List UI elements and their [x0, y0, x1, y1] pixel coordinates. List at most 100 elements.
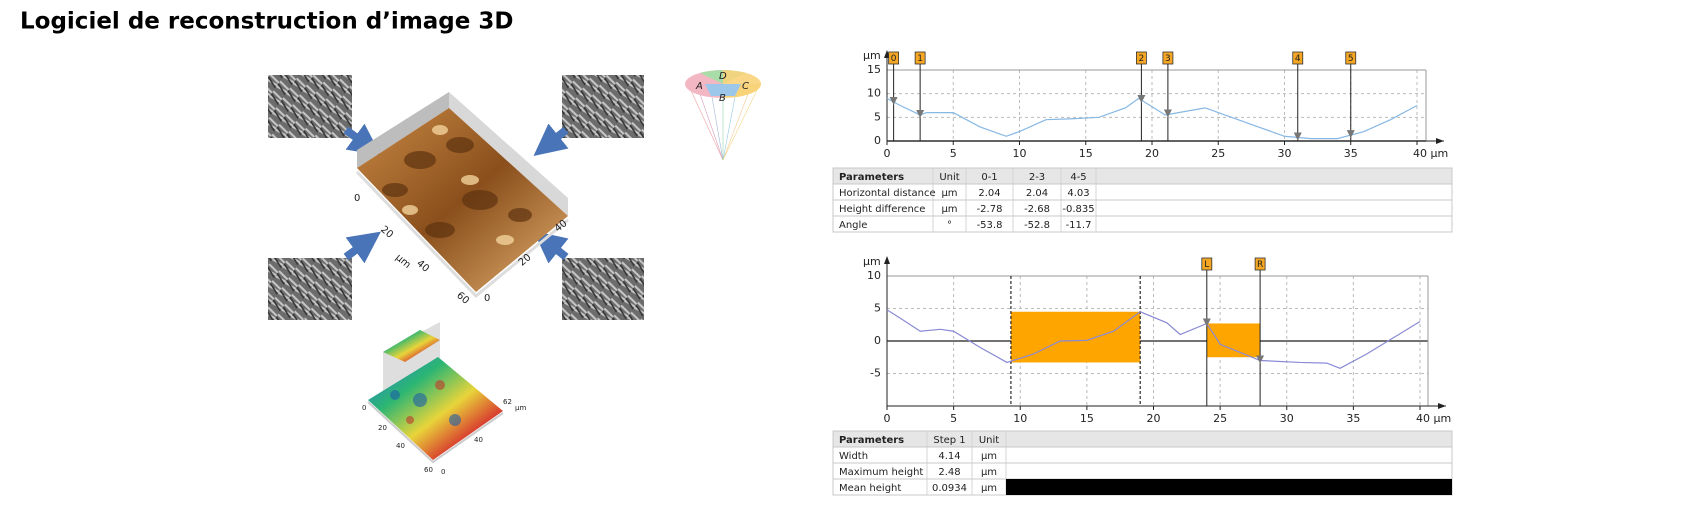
- table-cell: -11.7: [1066, 220, 1092, 231]
- axis-label: µm: [393, 252, 412, 271]
- surface-3d-small: [367, 322, 504, 464]
- axis-labels: 0 20 40 60 0 40 62 µm: [362, 398, 526, 476]
- cursor-flag: [1201, 257, 1213, 271]
- table-row: [832, 215, 1453, 233]
- cone-label: B: [719, 93, 726, 104]
- x-tick-label: 0: [884, 412, 891, 425]
- table-header-row: [832, 430, 1453, 448]
- y-unit: µm: [863, 255, 881, 268]
- table-header: Parameters: [839, 435, 904, 446]
- table-row: [832, 462, 1453, 480]
- table-cell: -52.8: [1024, 220, 1050, 231]
- cone-label: C: [742, 81, 749, 92]
- x-tick-label: 25: [1211, 147, 1225, 160]
- axis-label: 20: [378, 224, 395, 241]
- axis-label: 0: [362, 404, 366, 412]
- profile-chart: -5 0 5 10 0 5 10 15 20 25 30 35 40 µm µm L R: [863, 255, 1451, 425]
- x-tick-label: 5: [950, 412, 957, 425]
- profile-chart: 0 5 10 15 0 5 10 15 20 25 30 35 40 µm µm 0 1 2 3 4 5: [863, 49, 1448, 160]
- table-cell: -53.8: [977, 220, 1003, 231]
- x-tick-label: 10: [1013, 147, 1027, 160]
- cursor-arrow: [916, 109, 925, 118]
- axis-label: 0: [354, 193, 360, 204]
- table-cell: µm: [981, 451, 997, 462]
- cursor-arrow: [1346, 130, 1355, 139]
- profile-line: [886, 309, 1421, 369]
- cursor-label: L: [1204, 260, 1209, 270]
- page-title: Logiciel de reconstruction d’image 3D: [20, 9, 513, 35]
- y-tick-label: -5: [870, 367, 881, 380]
- table-cell: 0.0934: [932, 483, 967, 494]
- y-tick-label: 5: [874, 302, 881, 315]
- cursor-arrow: [1202, 318, 1211, 327]
- table-header: Unit: [939, 172, 959, 183]
- y-unit: µm: [863, 49, 881, 62]
- axis-label: 60: [454, 290, 471, 307]
- cursor-label: R: [1257, 260, 1263, 270]
- table-cell: 4.14: [938, 451, 960, 462]
- x-tick-label: 30: [1278, 147, 1292, 160]
- y-tick-label: 0: [874, 134, 881, 147]
- table-header: Parameters: [839, 172, 904, 183]
- x-tick-label: 20: [1145, 147, 1159, 160]
- cursor-label: 4: [1295, 54, 1301, 64]
- cone-label: D: [719, 71, 727, 82]
- table-cell: -2.68: [1024, 204, 1050, 215]
- table-cell: 4.03: [1067, 188, 1089, 199]
- arrows: [343, 123, 569, 264]
- cone-label: A: [695, 81, 703, 92]
- step-region: [1206, 323, 1261, 358]
- x-tick-label: 40 µm: [1413, 147, 1448, 160]
- cursor-label: 1: [917, 54, 923, 64]
- table-cell: Width: [839, 451, 868, 462]
- cursor-arrow: [1163, 109, 1172, 118]
- cursor-flag: [914, 51, 926, 65]
- x-tick-label: 20: [1147, 412, 1161, 425]
- cursor-flag: [1136, 51, 1147, 65]
- table-header: 2-3: [1029, 172, 1045, 183]
- table-header: Step 1: [933, 435, 965, 446]
- y-tick-label: 15: [867, 63, 881, 76]
- x-tick-label: 0: [884, 147, 891, 160]
- sem-image: [268, 75, 352, 138]
- cursor-flag: [1345, 51, 1357, 65]
- table-cell: µm: [941, 204, 957, 215]
- axis-label: 62: [503, 398, 512, 406]
- axis-label: 0: [484, 293, 490, 304]
- y-tick-label: 5: [874, 110, 881, 123]
- cone: A D C B: [685, 70, 761, 161]
- axis-label: 60: [424, 466, 433, 474]
- cursor-arrow: [889, 96, 898, 105]
- table-cell: 2.48: [938, 467, 960, 478]
- table-header: Unit: [979, 435, 999, 446]
- table-header-row: [832, 167, 1453, 185]
- table-cell: Mean height: [839, 483, 901, 494]
- cursor-flag: [1254, 257, 1266, 271]
- table-cell: Angle: [839, 220, 867, 231]
- cursor-label: 2: [1139, 54, 1145, 64]
- table-cell: Maximum height: [839, 467, 923, 478]
- table-cell: 2.04: [1026, 188, 1048, 199]
- x-axis-arrow: [1438, 403, 1446, 409]
- table-row: [832, 199, 1453, 217]
- table-cell: µm: [981, 467, 997, 478]
- table-cell: µm: [981, 483, 997, 494]
- cursor-flag: [1162, 51, 1174, 65]
- x-tick-label: 25: [1213, 412, 1227, 425]
- axis-label: 0: [441, 468, 445, 476]
- x-tick-label: 40 µm: [1416, 412, 1451, 425]
- table-cell: µm: [941, 188, 957, 199]
- table-cell: -0.835: [1062, 204, 1094, 215]
- cursor-arrow: [1256, 355, 1265, 364]
- table-cell: °: [947, 220, 952, 231]
- y-tick-label: 10: [867, 87, 881, 100]
- parameter-table: Parameters Unit 0-1 2-3 4-5 Horizontal distan…: [832, 167, 1453, 233]
- table-cell: Horizontal distance: [839, 188, 936, 199]
- axis-label: µm: [515, 404, 526, 412]
- table-header: 4-5: [1070, 172, 1086, 183]
- y-tick-label: 0: [874, 334, 881, 347]
- sem-image: [268, 258, 352, 320]
- profile-line: [886, 97, 1418, 140]
- table-cell: Height difference: [839, 204, 925, 215]
